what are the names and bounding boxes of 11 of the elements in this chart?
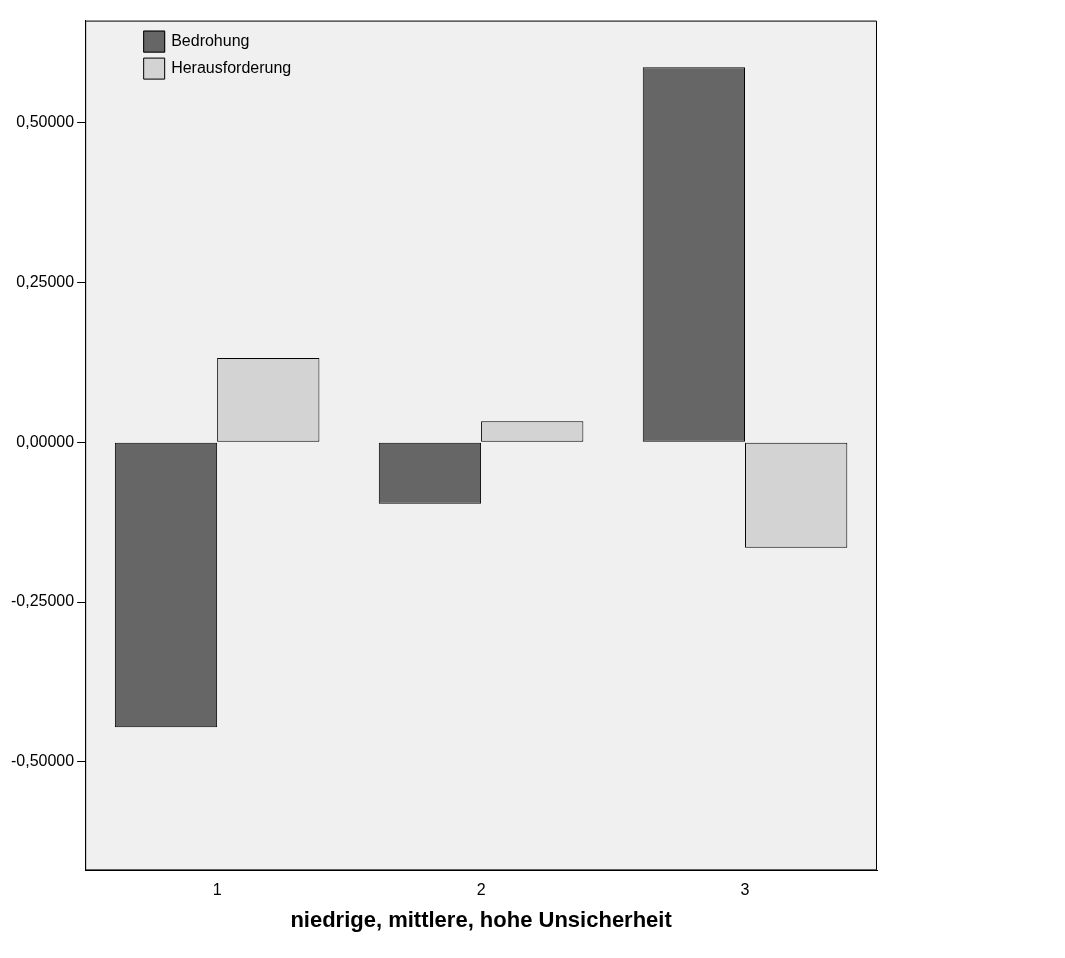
y-tick-label: -0,50000 [10,752,75,770]
x-tick-label: 2 [476,881,486,899]
y-tick-label: 0,25000 [16,272,75,290]
y-tick-label: 0,00000 [16,432,75,450]
x-tick-label: 1 [212,881,222,899]
y-tick-label: -0,25000 [10,592,75,610]
legend-label: Herausforderung [171,59,292,77]
x-tick-label: 3 [740,881,750,899]
x-axis-title: niedrige, mittlere, hohe Unsicherheit [290,906,673,932]
y-tick-label: 0,50000 [16,113,75,131]
legend-label: Bedrohung [171,32,250,50]
